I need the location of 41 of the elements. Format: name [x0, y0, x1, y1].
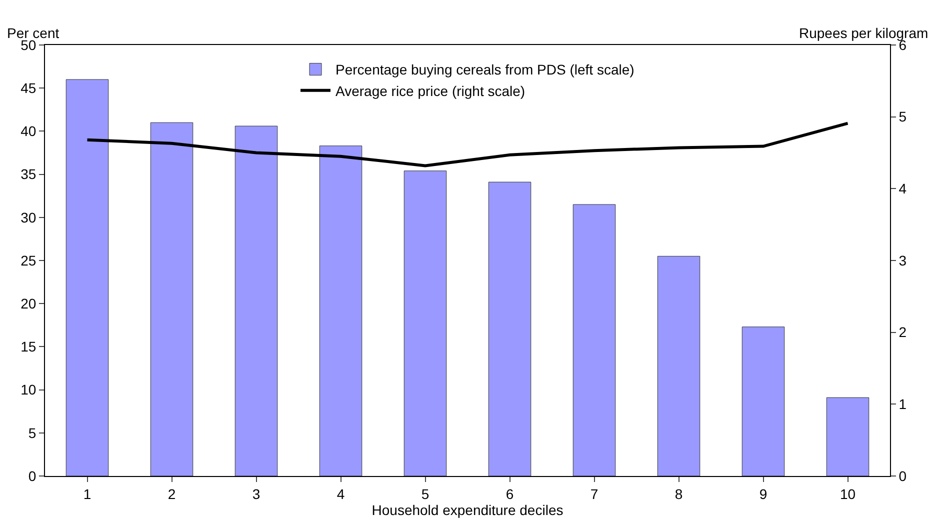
y-tick-label: 0 — [28, 468, 36, 484]
legend-label: Percentage buying cereals from PDS (left scale) — [336, 62, 634, 78]
x-tick-label: 5 — [421, 486, 430, 502]
y2-tick-label: 3 — [898, 252, 907, 268]
y-axis-title: Per cent — [7, 25, 60, 41]
y2-tick-label: 4 — [898, 180, 907, 197]
y-tick-label: 40 — [20, 123, 36, 140]
legend-label: Average rice price (right scale) — [336, 82, 526, 99]
x-tick-label: 1 — [83, 486, 92, 502]
y-tick-label: 25 — [20, 252, 36, 268]
y-tick-label: 45 — [20, 80, 36, 96]
y-tick-label: 35 — [20, 166, 36, 182]
x-tick-label: 4 — [336, 486, 345, 502]
y-tick-label: 30 — [20, 209, 36, 226]
bar — [319, 146, 362, 476]
y2-tick-label: 2 — [898, 324, 907, 340]
y-tick-label: 15 — [20, 338, 36, 355]
x-tick-label: 2 — [168, 486, 176, 502]
bar — [572, 204, 616, 476]
bar — [150, 122, 194, 476]
y2-tick-label: 1 — [898, 396, 907, 412]
x-tick-label: 8 — [674, 486, 683, 502]
x-tick-label: 10 — [840, 486, 856, 502]
line-series — [86, 122, 850, 168]
y-tick-label: 5 — [28, 424, 36, 441]
x-axis-title: Household expenditure deciles — [372, 502, 564, 518]
bar — [234, 126, 278, 476]
y2-tick-label: 0 — [898, 468, 907, 484]
y-tick-label: 20 — [20, 296, 36, 312]
x-tick-label: 9 — [759, 486, 768, 502]
y2-tick-label: 5 — [898, 108, 907, 125]
x-tick-label: 6 — [506, 486, 514, 502]
bar — [826, 397, 870, 476]
y-tick-label: 10 — [20, 382, 36, 398]
x-tick-label: 3 — [252, 486, 260, 502]
x-tick-label: 7 — [590, 486, 598, 502]
bar — [404, 170, 447, 476]
bar — [66, 79, 109, 476]
bar — [742, 326, 785, 476]
bar — [488, 182, 532, 476]
bar — [657, 256, 700, 476]
